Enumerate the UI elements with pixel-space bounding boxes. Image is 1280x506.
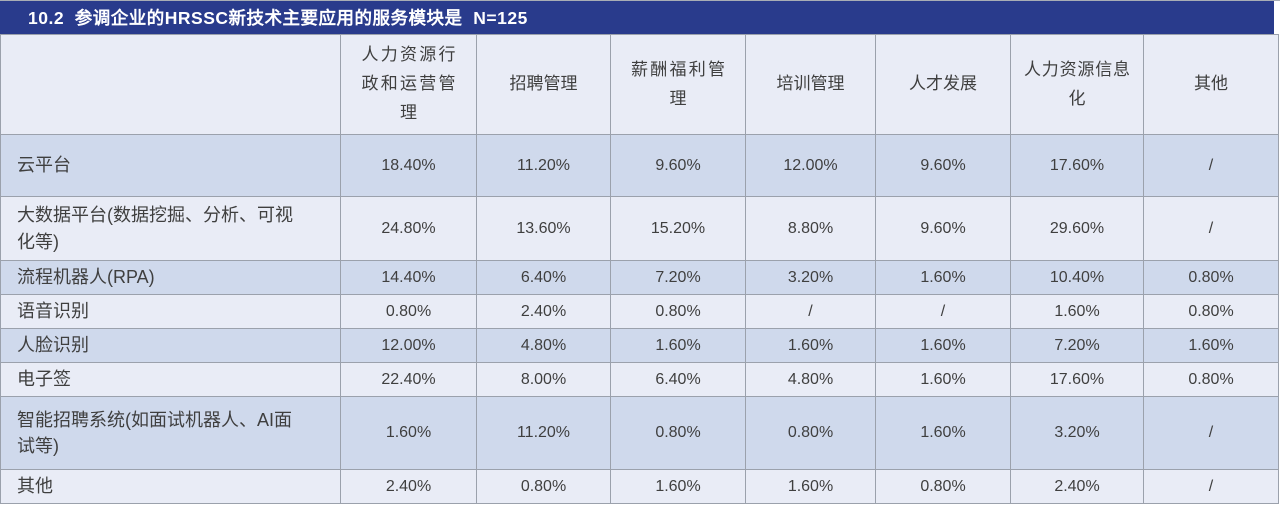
col-header-label: 薪酬福利管理 xyxy=(631,59,725,108)
row-label: 智能招聘系统(如面试机器人、AI面试等) xyxy=(0,396,341,470)
value-cell: 1.60% xyxy=(875,328,1011,363)
value-cell: / xyxy=(875,294,1011,329)
value-cell: 11.20% xyxy=(476,396,611,470)
value-cell: 0.80% xyxy=(610,396,746,470)
col-header-label: 其他 xyxy=(1194,74,1228,94)
value-cell: 17.60% xyxy=(1010,134,1144,197)
value-cell: 1.60% xyxy=(745,328,876,363)
value-cell: 12.00% xyxy=(340,328,477,363)
hrssc-technology-table: 人力资源行政和运营管理 招聘管理 薪酬福利管理 培训管理 人才发展 人力资源信息… xyxy=(0,34,1279,504)
value-cell: 2.40% xyxy=(340,469,477,504)
value-cell: 11.20% xyxy=(476,134,611,197)
row-label: 云平台 xyxy=(0,134,341,197)
table-body: 云平台 18.40% 11.20% 9.60% 12.00% 9.60% 17.60% / 大数… xyxy=(0,134,1279,504)
value-cell: 8.00% xyxy=(476,362,611,397)
value-cell: 9.60% xyxy=(875,196,1011,261)
col-header-hr-information: 人力资源信息化 xyxy=(1010,34,1144,135)
corner-cell xyxy=(0,34,341,135)
value-cell: 0.80% xyxy=(340,294,477,329)
table-header-row: 人力资源行政和运营管理 招聘管理 薪酬福利管理 培训管理 人才发展 人力资源信息… xyxy=(0,34,1279,135)
value-cell: / xyxy=(1143,469,1279,504)
col-header-talent-development: 人才发展 xyxy=(875,34,1011,135)
section-title: 10.2 参调企业的HRSSC新技术主要应用的服务模块是 N=125 xyxy=(28,8,528,28)
value-cell: 4.80% xyxy=(745,362,876,397)
value-cell: 18.40% xyxy=(340,134,477,197)
row-label: 电子签 xyxy=(0,362,341,397)
row-label: 大数据平台(数据挖掘、分析、可视化等) xyxy=(0,196,341,261)
table-row: 智能招聘系统(如面试机器人、AI面试等) 1.60% 11.20% 0.80% 0.80… xyxy=(0,396,1279,470)
value-cell: / xyxy=(745,294,876,329)
value-cell: 29.60% xyxy=(1010,196,1144,261)
table-header: 人力资源行政和运营管理 招聘管理 薪酬福利管理 培训管理 人才发展 人力资源信息… xyxy=(0,34,1279,135)
value-cell: 4.80% xyxy=(476,328,611,363)
value-cell: 0.80% xyxy=(610,294,746,329)
value-cell: 7.20% xyxy=(610,260,746,295)
value-cell: 1.60% xyxy=(610,328,746,363)
row-label: 语音识别 xyxy=(0,294,341,329)
value-cell: 9.60% xyxy=(875,134,1011,197)
col-header-label: 人力资源行政和运营管理 xyxy=(361,45,456,122)
row-label: 流程机器人(RPA) xyxy=(0,260,341,295)
value-cell: 3.20% xyxy=(1010,396,1144,470)
value-cell: / xyxy=(1143,196,1279,261)
value-cell: 24.80% xyxy=(340,196,477,261)
row-label: 人脸识别 xyxy=(0,328,341,363)
table-row: 语音识别 0.80% 2.40% 0.80% //1.60% 0.80% xyxy=(0,294,1279,329)
value-cell: 22.40% xyxy=(340,362,477,397)
value-cell: 1.60% xyxy=(610,469,746,504)
value-cell: 0.80% xyxy=(875,469,1011,504)
col-header-compensation-benefits: 薪酬福利管理 xyxy=(610,34,746,135)
value-cell: 12.00% xyxy=(745,134,876,197)
col-header-label: 人才发展 xyxy=(909,74,977,94)
value-cell: 13.60% xyxy=(476,196,611,261)
value-cell: 2.40% xyxy=(476,294,611,329)
col-header-hr-admin-ops: 人力资源行政和运营管理 xyxy=(340,34,477,135)
table-row: 大数据平台(数据挖掘、分析、可视化等) 24.80% 13.60% 15.20% 8.8… xyxy=(0,196,1279,261)
value-cell: 8.80% xyxy=(745,196,876,261)
value-cell: 10.40% xyxy=(1010,260,1144,295)
value-cell: 0.80% xyxy=(1143,362,1279,397)
value-cell: 1.60% xyxy=(875,396,1011,470)
col-header-label: 招聘管理 xyxy=(509,74,578,94)
value-cell: / xyxy=(1143,396,1279,470)
table-row: 云平台 18.40% 11.20% 9.60% 12.00% 9.60% 17.60% / xyxy=(0,134,1279,197)
table-row: 流程机器人(RPA) 14.40% 6.40% 7.20% 3.20% 1.60% 10.4… xyxy=(0,260,1279,295)
value-cell: 1.60% xyxy=(1143,328,1279,363)
value-cell: / xyxy=(1143,134,1279,197)
table-row: 电子签 22.40% 8.00% 6.40% 4.80% 1.60% 17.60% 0.80% xyxy=(0,362,1279,397)
value-cell: 14.40% xyxy=(340,260,477,295)
col-header-label: 人力资源信息化 xyxy=(1024,59,1130,108)
col-header-other: 其他 xyxy=(1143,34,1279,135)
col-header-label: 培训管理 xyxy=(776,74,845,94)
value-cell: 1.60% xyxy=(340,396,477,470)
value-cell: 0.80% xyxy=(745,396,876,470)
value-cell: 1.60% xyxy=(1010,294,1144,329)
value-cell: 3.20% xyxy=(745,260,876,295)
value-cell: 17.60% xyxy=(1010,362,1144,397)
table-row: 其他 2.40% 0.80% 1.60% 1.60% 0.80% 2.40% / xyxy=(0,469,1279,504)
section-title-bar: 10.2 参调企业的HRSSC新技术主要应用的服务模块是 N=125 xyxy=(0,1,1274,34)
value-cell: 0.80% xyxy=(1143,260,1279,295)
value-cell: 2.40% xyxy=(1010,469,1144,504)
value-cell: 6.40% xyxy=(476,260,611,295)
col-header-training: 培训管理 xyxy=(745,34,876,135)
value-cell: 6.40% xyxy=(610,362,746,397)
value-cell: 15.20% xyxy=(610,196,746,261)
table-row: 人脸识别 12.00% 4.80% 1.60% 1.60% 1.60% 7.20% 1.60% xyxy=(0,328,1279,363)
value-cell: 1.60% xyxy=(875,362,1011,397)
value-cell: 1.60% xyxy=(875,260,1011,295)
value-cell: 9.60% xyxy=(610,134,746,197)
value-cell: 0.80% xyxy=(476,469,611,504)
value-cell: 7.20% xyxy=(1010,328,1144,363)
col-header-recruiting: 招聘管理 xyxy=(476,34,611,135)
row-label: 其他 xyxy=(0,469,341,504)
value-cell: 1.60% xyxy=(745,469,876,504)
value-cell: 0.80% xyxy=(1143,294,1279,329)
